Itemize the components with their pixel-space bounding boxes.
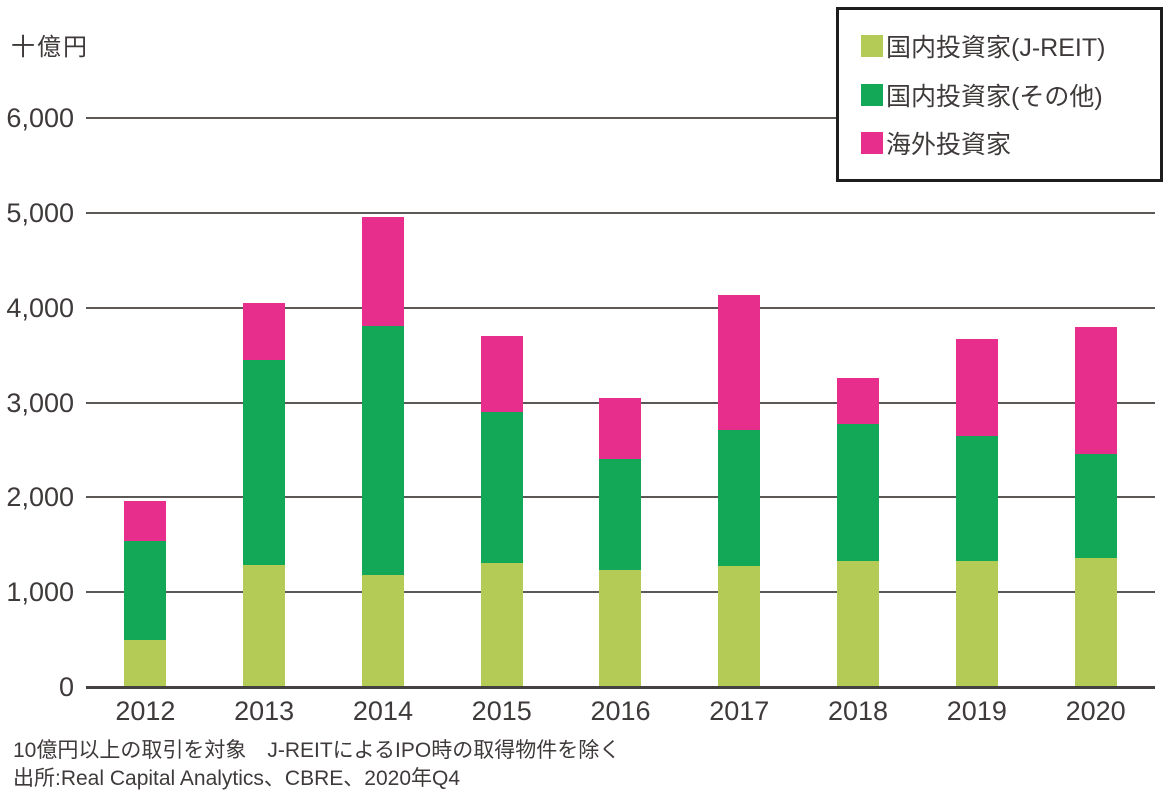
bar-segment-2014-series0 [361,575,404,686]
x-tick-label-2020: 2020 [1065,696,1126,726]
legend-item-domestic-other: 国内投資家(その他) [861,77,1160,113]
x-tick-label-2016: 2016 [590,696,651,726]
bar-segment-2019-series1 [955,435,998,561]
x-tick-label-2019: 2019 [946,696,1007,726]
stacked-bar-2017 [718,295,761,686]
stacked-bar-2015 [480,336,523,686]
bar-segment-2017-series0 [718,565,761,686]
legend-label-jreit: 国内投資家(J-REIT) [886,34,1106,63]
footnote-scope: 10億円以上の取引を対象 J-REITによるIPO時の取得物件を除く [13,739,621,762]
bar-group-2018: 2018 [799,118,918,726]
x-tick-label-2013: 2013 [234,696,295,726]
stacked-bar-2020 [1074,326,1117,686]
y-tick-label-0: 0 [58,672,74,702]
footnotes: 10億円以上の取引を対象 J-REITによるIPO時の取得物件を除く 出所:Re… [13,737,620,793]
legend-item-jreit: 国内投資家(J-REIT) [861,28,1160,64]
stacked-bar-2014 [361,216,404,686]
bar-segment-2016-series1 [599,459,642,571]
stacked-bar-2019 [955,338,998,686]
bar-segment-2018-series2 [837,377,880,425]
bar-group-2012: 2012 [86,118,205,726]
bar-group-2016: 2016 [561,118,680,726]
y-tick-label-4000: 4,000 [6,292,74,323]
x-tick-label-2017: 2017 [709,696,770,726]
bar-group-2015: 2015 [442,118,561,726]
y-tick-label-5000: 5,000 [6,197,74,228]
bar-segment-2016-series0 [599,570,642,686]
bar-segment-2020-series1 [1074,453,1117,558]
bar-segment-2019-series0 [955,560,998,686]
legend-swatch-jreit-icon [861,35,883,58]
x-tick-label-2014: 2014 [352,696,413,726]
bar-segment-2018-series1 [837,424,880,561]
bar-segment-2015-series0 [480,562,523,686]
y-tick-label-3000: 3,000 [6,387,74,418]
y-tick-label-2000: 2,000 [6,482,74,513]
bar-segment-2020-series2 [1074,326,1117,454]
x-tick-label-2012: 2012 [115,696,176,726]
bar-segment-2019-series2 [955,338,998,436]
legend: 国内投資家(J-REIT) 国内投資家(その他) 海外投資家 [836,7,1163,182]
footnote-source: 出所:Real Capital Analytics、CBRE、2020年Q4 [13,767,461,790]
bar-segment-2012-series0 [124,640,167,686]
bar-group-2017: 2017 [680,118,799,726]
gridline-4000 [86,306,1155,309]
bar-segment-2015-series2 [480,336,523,412]
bar-segment-2018-series0 [837,560,880,686]
bar-segment-2017-series2 [718,295,761,430]
bar-segment-2013-series2 [243,302,286,360]
bar-segment-2012-series2 [124,501,167,541]
legend-swatch-overseas-icon [861,131,883,154]
y-tick-label-6000: 6,000 [6,103,74,133]
stacked-bar-2012 [124,501,167,686]
legend-swatch-domestic-other-icon [861,83,883,106]
bar-segment-2012-series1 [124,540,167,641]
stacked-bar-2013 [243,302,286,686]
y-axis-unit-label: 十億円 [11,34,89,61]
bar-group-2019: 2019 [917,118,1036,726]
bar-segment-2017-series1 [718,429,761,566]
stacked-bar-2016 [599,397,642,686]
stacked-bar-2018 [837,377,880,686]
x-tick-label-2018: 2018 [828,696,889,726]
legend-label-overseas: 海外投資家 [886,130,1012,159]
bar-group-2013: 2013 [205,118,324,726]
bar-group-2020: 2020 [1036,118,1155,726]
bar-group-2014: 2014 [324,118,443,726]
x-axis-baseline [86,686,1155,689]
gridline-6000 [86,117,1155,119]
bar-segment-2020-series0 [1074,557,1117,686]
bar-segment-2015-series1 [480,411,523,563]
y-tick-label-1000: 1,000 [6,577,74,608]
legend-label-domestic-other: 国内投資家(その他) [886,82,1103,111]
x-tick-label-2015: 2015 [471,696,532,726]
bar-segment-2014-series2 [361,216,404,326]
plot-area: 0 1,000 2,000 3,000 4,000 5,000 6,000 2012 2013 2… [6,103,1155,726]
bar-segment-2013-series1 [243,359,286,565]
bar-segment-2016-series2 [599,397,642,460]
bar-segment-2013-series0 [243,564,286,686]
legend-item-overseas: 海外投資家 [861,125,1160,161]
bar-segment-2014-series1 [361,325,404,576]
gridline-5000 [86,211,1155,214]
